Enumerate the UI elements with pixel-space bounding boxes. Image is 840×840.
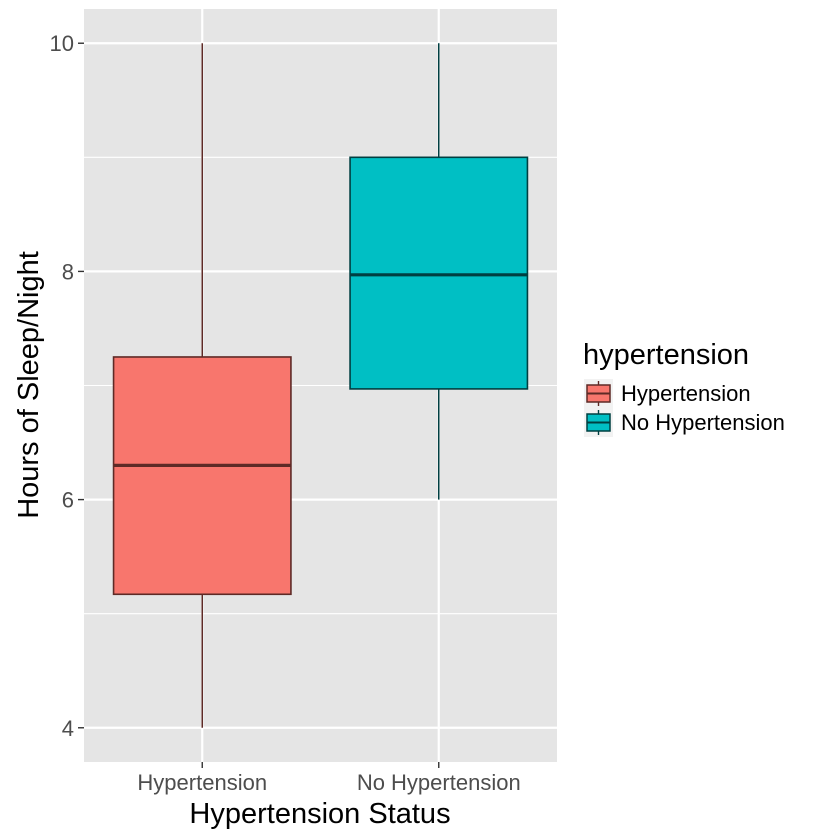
legend-keys: Hypertension No Hypertension <box>584 379 785 437</box>
x-tick-label: Hypertension <box>137 770 267 795</box>
legend-label: Hypertension <box>621 381 751 406</box>
legend-item: Hypertension <box>584 379 751 408</box>
legend: hypertension Hypertension No Hypertension <box>583 339 785 437</box>
x-axis: Hypertension No Hypertension <box>137 762 521 795</box>
box-hypertension <box>112 43 292 728</box>
y-tick-label: 6 <box>62 488 74 513</box>
y-axis-title: Hours of Sleep/Night <box>13 251 45 519</box>
y-axis: 4 6 8 10 <box>50 31 84 741</box>
legend-item: No Hypertension <box>584 408 785 437</box>
y-tick-label: 10 <box>50 31 74 56</box>
x-tick-label: No Hypertension <box>357 770 521 795</box>
y-tick-label: 4 <box>62 716 74 741</box>
box-no-hypertension <box>349 43 529 500</box>
boxes <box>112 43 529 728</box>
box-iqr <box>112 356 292 596</box>
legend-label: No Hypertension <box>621 410 785 435</box>
x-axis-title: Hypertension Status <box>189 798 450 830</box>
y-tick-label: 8 <box>62 259 74 284</box>
legend-title: hypertension <box>583 339 749 371</box>
box-iqr <box>349 156 529 390</box>
